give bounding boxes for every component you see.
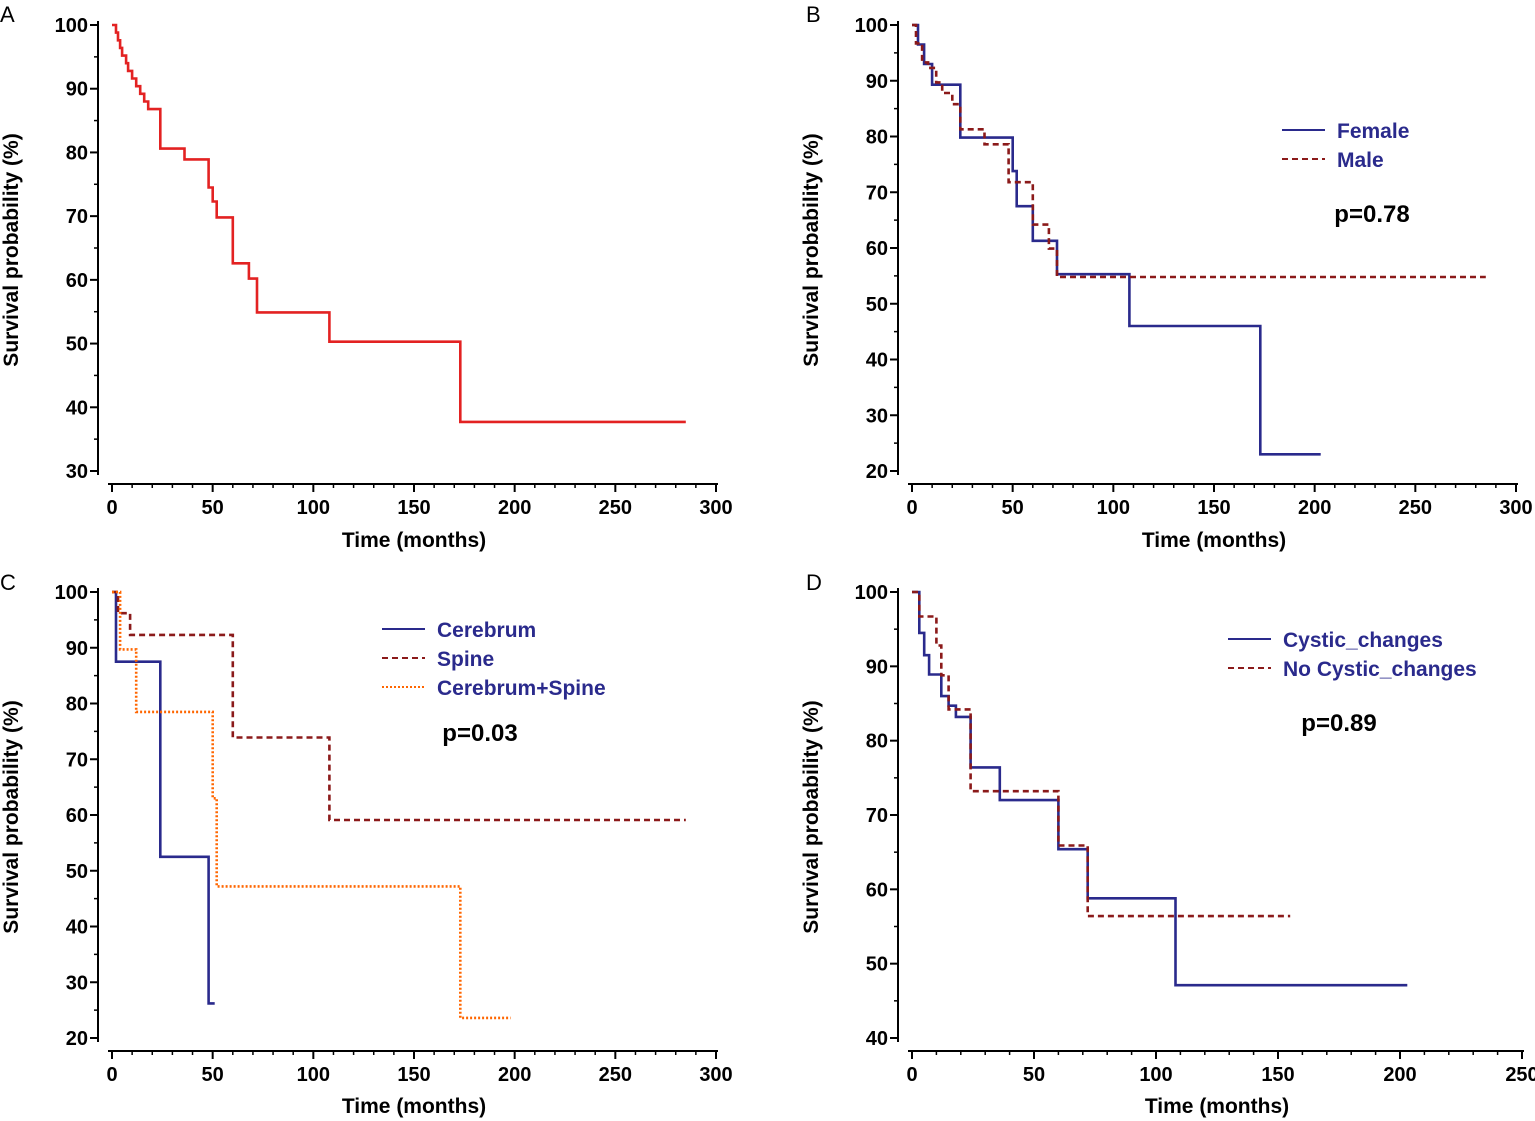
y-tick-label: 90 xyxy=(66,638,88,660)
legend-label: Cystic_changes xyxy=(1283,629,1443,652)
panel-b: B 20 30 40 50 60 70 80 90 100 0 50 100 150 200 250 300 Ti… xyxy=(800,2,1533,552)
y-tick-label: 50 xyxy=(866,294,888,316)
series-line-no-cystic-changes xyxy=(912,590,1291,918)
x-tick-label: 200 xyxy=(1383,1064,1416,1086)
y-tick-label: 40 xyxy=(866,350,888,372)
x-tick-label: 150 xyxy=(1197,497,1230,519)
legend-label: No Cystic_changes xyxy=(1283,658,1477,681)
x-tick-label: 200 xyxy=(1298,497,1331,519)
y-tick-label: 90 xyxy=(866,71,888,93)
y-tick-label: 50 xyxy=(66,334,88,356)
panel-a: A 30 40 50 60 70 80 90 100 0 50 100 150 200 250 300 Time… xyxy=(0,2,733,552)
legend-label: Spine xyxy=(437,648,494,671)
x-tick-label: 200 xyxy=(498,1064,531,1086)
x-tick-label: 300 xyxy=(699,497,732,519)
y-tick-label: 90 xyxy=(866,656,888,678)
x-tick-label: 0 xyxy=(906,497,917,519)
x-tick-label: 300 xyxy=(1499,497,1532,519)
series-line-female xyxy=(912,23,1321,456)
x-tick-label: 50 xyxy=(1023,1064,1045,1086)
panel-letter: B xyxy=(806,2,821,27)
x-tick-label: 50 xyxy=(202,497,224,519)
y-tick-label: 40 xyxy=(66,397,88,419)
legend-label: Cerebrum xyxy=(437,619,536,642)
y-tick-label: 60 xyxy=(66,805,88,827)
y-tick-label: 40 xyxy=(866,1028,888,1050)
x-tick-label: 0 xyxy=(106,1064,117,1086)
y-tick-label: 30 xyxy=(66,461,88,483)
x-tick-label: 0 xyxy=(106,497,117,519)
y-tick-label: 70 xyxy=(66,206,88,228)
y-tick-label: 60 xyxy=(866,238,888,260)
y-axis-title: Survival probability (%) xyxy=(0,133,23,366)
y-tick-label: 60 xyxy=(866,879,888,901)
y-tick-label: 80 xyxy=(66,694,88,716)
y-tick-label: 90 xyxy=(66,79,88,101)
p-value-annotation: p=0.03 xyxy=(442,720,517,747)
x-tick-label: 150 xyxy=(397,1064,430,1086)
x-axis-title: Time (months) xyxy=(342,1095,486,1118)
p-value-annotation: p=0.89 xyxy=(1301,710,1376,737)
series-line-cerebrum-spine xyxy=(112,590,511,1020)
x-tick-label: 150 xyxy=(1261,1064,1294,1086)
y-tick-label: 80 xyxy=(866,127,888,149)
y-tick-label: 70 xyxy=(866,805,888,827)
y-tick-label: 70 xyxy=(66,749,88,771)
y-axis-title: Survival probability (%) xyxy=(800,133,823,366)
y-tick-label: 80 xyxy=(66,142,88,164)
y-tick-label: 20 xyxy=(66,1028,88,1050)
y-tick-label: 60 xyxy=(66,270,88,292)
panel-d: D 40 50 60 70 80 90 100 0 50 100 150 200 250 Time (mon… xyxy=(800,570,1535,1118)
x-tick-label: 200 xyxy=(498,497,531,519)
y-tick-label: 100 xyxy=(55,15,88,37)
x-tick-label: 250 xyxy=(1505,1064,1535,1086)
p-value-annotation: p=0.78 xyxy=(1334,201,1409,228)
x-axis-title: Time (months) xyxy=(342,529,486,552)
x-tick-label: 250 xyxy=(1399,497,1432,519)
y-tick-label: 100 xyxy=(855,582,888,604)
series-line-all-patients xyxy=(112,23,686,424)
x-tick-label: 100 xyxy=(297,1064,330,1086)
panel-letter: C xyxy=(0,570,16,595)
x-tick-label: 50 xyxy=(202,1064,224,1086)
y-axis-title: Survival probability (%) xyxy=(0,700,23,933)
panel-letter: A xyxy=(0,2,15,27)
x-tick-label: 250 xyxy=(599,497,632,519)
y-tick-label: 100 xyxy=(855,15,888,37)
y-tick-label: 100 xyxy=(55,582,88,604)
x-tick-label: 300 xyxy=(699,1064,732,1086)
x-tick-label: 100 xyxy=(1139,1064,1172,1086)
series-line-male xyxy=(912,23,1486,279)
panel-letter: D xyxy=(806,570,822,595)
x-tick-label: 100 xyxy=(1097,497,1130,519)
y-tick-label: 20 xyxy=(866,461,888,483)
y-tick-label: 30 xyxy=(866,405,888,427)
panel-c: C 20 30 40 50 60 70 80 90 100 0 50 100 150 200 250 300 Ti… xyxy=(0,570,733,1118)
y-tick-label: 50 xyxy=(66,861,88,883)
y-tick-label: 50 xyxy=(866,954,888,976)
legend-label: Male xyxy=(1337,149,1384,172)
y-axis-title: Survival probability (%) xyxy=(800,700,823,933)
x-axis-title: Time (months) xyxy=(1142,529,1286,552)
y-tick-label: 80 xyxy=(866,731,888,753)
y-tick-label: 70 xyxy=(866,182,888,204)
y-tick-label: 30 xyxy=(66,972,88,994)
x-tick-label: 50 xyxy=(1002,497,1024,519)
x-tick-label: 250 xyxy=(599,1064,632,1086)
x-axis-title: Time (months) xyxy=(1145,1095,1289,1118)
legend-label: Cerebrum+Spine xyxy=(437,677,606,700)
x-tick-label: 100 xyxy=(297,497,330,519)
x-tick-label: 150 xyxy=(397,497,430,519)
series-line-spine xyxy=(112,590,686,822)
x-tick-label: 0 xyxy=(906,1064,917,1086)
series-line-cerebrum xyxy=(112,590,215,1005)
y-tick-label: 40 xyxy=(66,917,88,939)
legend-label: Female xyxy=(1337,120,1409,143)
